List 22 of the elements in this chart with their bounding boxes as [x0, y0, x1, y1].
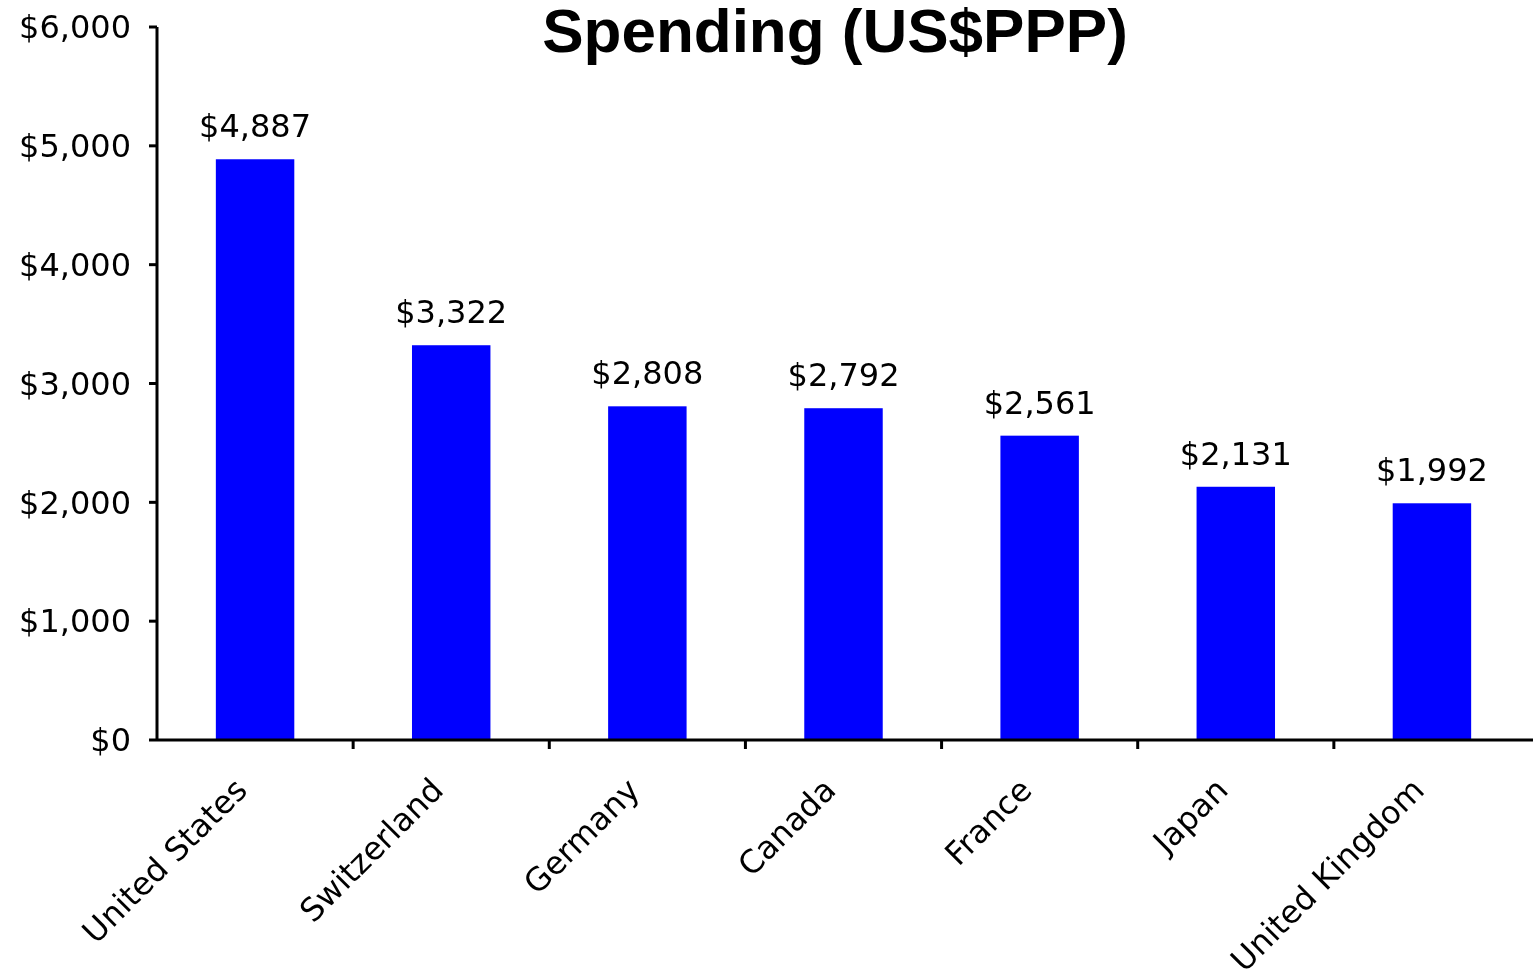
bar: [804, 408, 883, 740]
bar: [1196, 486, 1276, 740]
bar: [608, 406, 687, 740]
y-tick-label: $1,000: [19, 602, 131, 641]
chart-title: Spending (US$PPP): [542, 0, 1128, 65]
bar: [215, 159, 295, 740]
data-label: $3,322: [395, 293, 508, 332]
data-label: $2,808: [591, 354, 704, 393]
data-label: $4,887: [199, 107, 312, 146]
y-tick-label: $0: [90, 721, 131, 760]
data-label: $2,131: [1179, 434, 1292, 473]
y-tick-label: $6,000: [19, 8, 131, 47]
data-label: $1,992: [1375, 451, 1488, 490]
bar: [411, 345, 491, 740]
y-tick-label: $3,000: [19, 364, 131, 403]
data-label: $2,561: [983, 383, 1096, 422]
bar: [1392, 503, 1472, 740]
y-tick-label: $5,000: [19, 127, 131, 166]
y-tick-label: $2,000: [19, 483, 131, 522]
data-label: $2,792: [787, 356, 900, 395]
y-tick-label: $4,000: [19, 245, 131, 284]
bar: [1000, 435, 1079, 740]
